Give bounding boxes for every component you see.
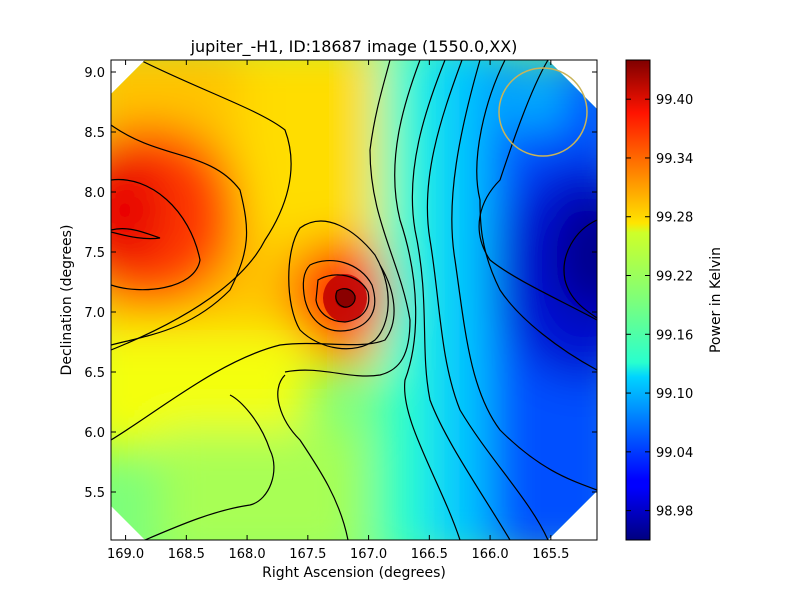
y-tick-label: 7.5 bbox=[84, 246, 105, 261]
x-tick-label: 168.0 bbox=[228, 547, 265, 562]
colorbar-label: Power in Kelvin bbox=[708, 247, 724, 353]
colorbar-tick-label: 98.98 bbox=[656, 505, 693, 520]
x-tick-label: 167.5 bbox=[289, 547, 326, 562]
beam-circle bbox=[498, 67, 588, 157]
colorbar: 98.98 99.04 99.10 99.16 99.22 99.28 99.34 99.40… bbox=[625, 59, 724, 541]
colorbar-ticks: 98.98 99.04 99.10 99.16 99.22 99.28 99.34 99.40 bbox=[626, 93, 693, 520]
colorbar-gradient bbox=[625, 59, 651, 541]
colorbar-tick-label: 99.16 bbox=[656, 328, 693, 343]
y-tick-label: 9.0 bbox=[84, 66, 105, 81]
heatmap-area bbox=[111, 60, 597, 540]
x-axis-label: Right Ascension (degrees) bbox=[262, 565, 446, 581]
x-tick-label: 165.5 bbox=[532, 547, 569, 562]
colorbar-tick-label: 99.40 bbox=[656, 93, 693, 108]
colorbar-tick-label: 99.28 bbox=[656, 211, 693, 226]
x-tick-label: 169.0 bbox=[107, 547, 144, 562]
x-tick-label: 167.0 bbox=[350, 547, 387, 562]
x-axis: 169.0 168.5 168.0 167.5 167.0 166.5 166.0 165.5 bbox=[107, 60, 569, 562]
y-tick-label: 8.0 bbox=[84, 186, 105, 201]
colorbar-tick-label: 99.34 bbox=[656, 152, 693, 167]
plot-frame bbox=[110, 59, 598, 541]
y-tick-label: 6.5 bbox=[84, 366, 105, 381]
colorbar-tick-label: 99.04 bbox=[656, 446, 693, 461]
x-tick-label: 168.5 bbox=[168, 547, 205, 562]
y-tick-label: 6.0 bbox=[84, 426, 105, 441]
x-tick-label: 166.5 bbox=[411, 547, 448, 562]
chart-title: jupiter_-H1, ID:18687 image (1550.0,XX) bbox=[190, 37, 518, 57]
x-tick-label: 166.0 bbox=[471, 547, 508, 562]
y-tick-label: 7.0 bbox=[84, 306, 105, 321]
y-tick-label: 5.5 bbox=[84, 486, 105, 501]
y-axis: 5.5 6.0 6.5 7.0 7.5 8.0 8.5 9.0 bbox=[84, 66, 597, 501]
colorbar-tick-label: 99.10 bbox=[656, 387, 693, 402]
y-tick-label: 8.5 bbox=[84, 126, 105, 141]
contour-lines bbox=[111, 60, 597, 540]
colorbar-tick-label: 99.22 bbox=[656, 270, 693, 285]
y-axis-label: Declination (degrees) bbox=[59, 225, 75, 376]
